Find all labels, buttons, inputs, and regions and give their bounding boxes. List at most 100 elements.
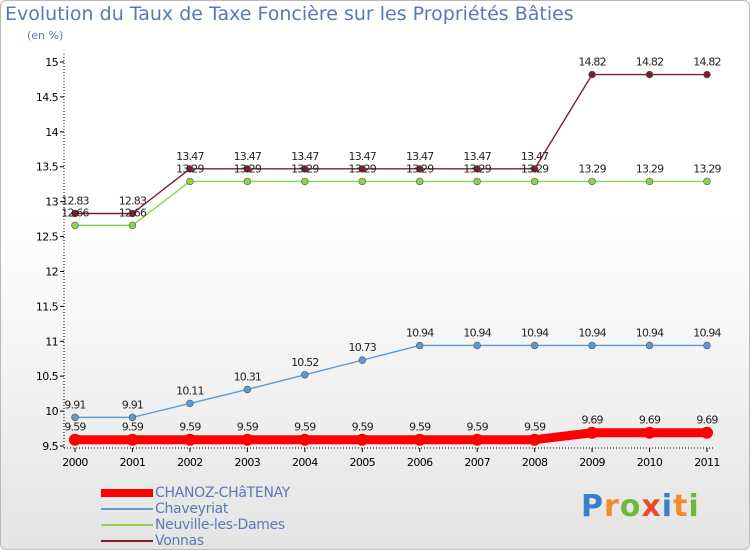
brand-letter: o: [619, 489, 642, 524]
data-point: [416, 177, 424, 186]
brand-letter: r: [604, 489, 620, 524]
data-label: 13.47: [521, 150, 549, 163]
data-label: 10.94: [406, 326, 434, 339]
data-point: [413, 433, 426, 446]
data-point: [586, 426, 599, 439]
data-point: [243, 165, 252, 173]
y-tick-label: 13: [45, 196, 58, 209]
data-point: [358, 177, 366, 186]
data-point: [473, 341, 481, 350]
data-point: [241, 433, 254, 446]
data-point: [530, 165, 539, 173]
data-label: 9.69: [696, 414, 718, 427]
data-point: [128, 209, 137, 218]
data-point: [301, 177, 309, 186]
data-point: [416, 341, 424, 350]
data-label: 13.29: [176, 162, 204, 175]
legend-swatch: [101, 489, 153, 497]
data-label: 13.47: [463, 150, 491, 163]
data-point: [358, 356, 366, 364]
data-label: 13.29: [406, 162, 434, 175]
x-tick-label: 2010: [637, 456, 663, 469]
data-label: 13.29: [693, 162, 721, 175]
data-label: 10.94: [578, 326, 606, 339]
data-label: 10.94: [693, 326, 721, 339]
data-label: 13.47: [291, 150, 319, 163]
data-point: [703, 341, 711, 350]
data-point: [128, 221, 137, 230]
x-tick-label: 2002: [177, 456, 203, 469]
x-tick-label: 2001: [120, 456, 146, 469]
data-label: 13.47: [176, 150, 204, 163]
y-tick-label: 9.5: [42, 440, 58, 453]
chart-title: Evolution du Taux de Taxe Foncière sur l…: [5, 3, 574, 25]
data-label: 9.69: [581, 414, 603, 427]
data-point: [128, 413, 137, 422]
x-tick-label: 2003: [235, 456, 261, 469]
data-point: [186, 165, 194, 173]
data-label: 9.59: [64, 421, 86, 434]
data-point: [588, 177, 596, 186]
data-point: [243, 177, 252, 186]
series-line-chanoz-ch-tenay: [75, 428, 707, 445]
data-point: [530, 341, 539, 350]
data-point: [703, 177, 711, 186]
data-label: 13.29: [636, 162, 664, 175]
data-point: [703, 70, 711, 79]
data-label: 10.52: [291, 356, 319, 369]
data-point: [71, 209, 79, 218]
x-tick-label: 2008: [522, 456, 548, 469]
legend-label: Vonnas: [155, 533, 204, 549]
brand-letter: i: [661, 489, 674, 524]
data-label: 9.59: [237, 421, 259, 434]
data-label: 9.91: [64, 398, 85, 411]
y-tick-label: 15: [45, 56, 58, 69]
data-point: [301, 165, 309, 173]
data-label: 10.31: [234, 370, 262, 383]
data-label: 10.11: [176, 384, 204, 397]
data-label: 13.47: [349, 150, 377, 163]
data-label: 13.29: [578, 162, 606, 175]
data-point: [69, 433, 81, 446]
legend-swatch: [101, 508, 153, 510]
brand-letter: x: [641, 489, 662, 524]
data-label: 14.82: [578, 56, 606, 69]
series-line-chaveyriat: [75, 344, 707, 419]
data-label: 13.29: [463, 162, 491, 175]
x-tick-label: 2006: [407, 456, 433, 469]
data-point: [298, 433, 311, 446]
data-label: 13.47: [234, 150, 262, 163]
data-point: [473, 177, 481, 186]
data-point: [301, 371, 309, 379]
x-tick-label: 2004: [292, 456, 318, 469]
data-point: [416, 165, 424, 173]
data-label: 12.83: [119, 195, 147, 208]
data-point: [701, 426, 713, 439]
data-point: [471, 433, 484, 446]
data-point: [126, 433, 139, 446]
legend-swatch: [101, 540, 153, 542]
legend-swatch: [101, 524, 153, 526]
data-point: [645, 177, 654, 186]
data-point: [530, 177, 539, 186]
data-label: 9.59: [467, 421, 489, 434]
data-label: 9.59: [409, 421, 431, 434]
data-label: 13.29: [521, 162, 549, 175]
series-line-vonnas: [75, 73, 707, 215]
data-point: [588, 70, 596, 79]
data-point: [358, 165, 366, 173]
data-point: [186, 177, 194, 186]
legend-label: Neuville-les-Dames: [155, 517, 285, 533]
y-tick-label: 13.5: [36, 161, 59, 174]
y-tick-label: 12.5: [36, 231, 59, 244]
data-label: 13.29: [349, 162, 377, 175]
data-label: 14.82: [636, 56, 664, 69]
x-tick-label: 2011: [694, 456, 720, 469]
data-label: 9.59: [352, 421, 374, 434]
data-label: 14.82: [693, 56, 721, 69]
data-point: [645, 341, 654, 350]
brand-letter: P: [581, 489, 604, 524]
data-point: [71, 413, 79, 422]
y-tick-label: 12: [45, 265, 58, 278]
